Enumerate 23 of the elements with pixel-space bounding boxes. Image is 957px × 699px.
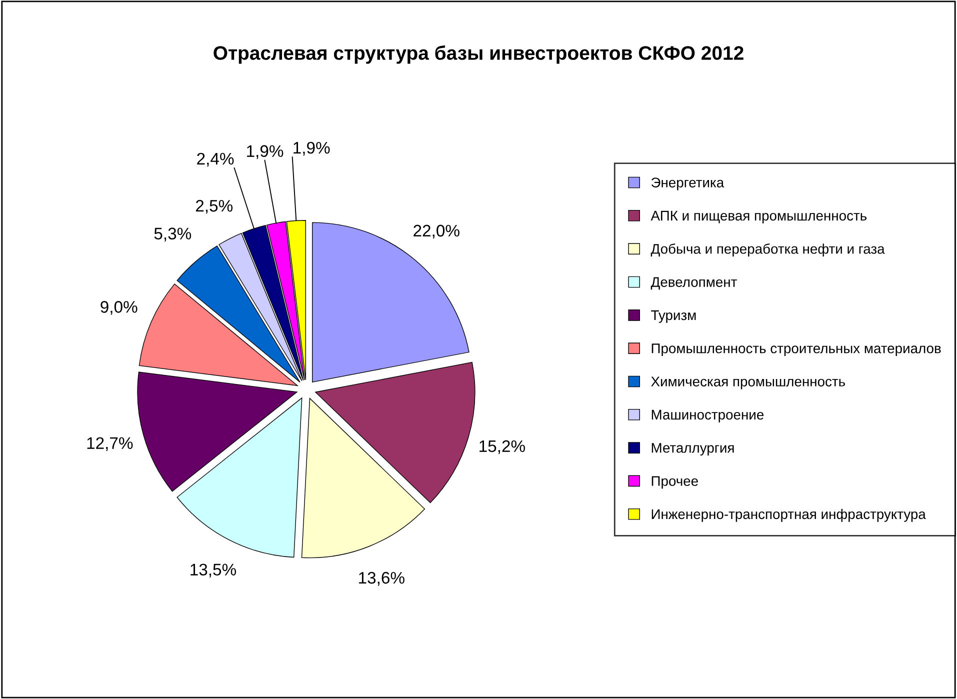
data-label: 22,0%	[414, 224, 460, 239]
legend-label: Инженерно-транспортная инфраструктура	[652, 508, 926, 522]
legend-label: Машиностроение	[652, 410, 764, 422]
legend-label: АПК и пищевая промышленность	[650, 210, 867, 224]
data-label: 13,6%	[359, 572, 404, 586]
legend-label: Девелопмент	[650, 277, 737, 290]
legend-label: Химическая промышленность	[651, 376, 845, 390]
legend-label: Туризм	[651, 310, 696, 323]
data-label: 13,5%	[190, 564, 236, 578]
legend-label: Добыча и переработка нефти и газа	[650, 243, 885, 257]
data-label: 12,7%	[87, 437, 133, 451]
data-label: 2,4%	[197, 152, 234, 167]
data-label: 1,9%	[294, 142, 330, 156]
data-label: 2,5%	[196, 200, 233, 214]
legend-label: Прочее	[652, 476, 698, 489]
chart-title: Отраслевая структура базы инвестроектов СКФО 2012	[214, 45, 744, 64]
legend-label: Металлургия	[652, 443, 734, 456]
data-label: 15,2%	[480, 440, 525, 454]
legend-label: Энергетика	[651, 178, 724, 190]
legend-label: Промышленность строительных материалов	[652, 344, 941, 356]
data-label: 5,3%	[154, 228, 192, 242]
data-label: 9,0%	[100, 301, 138, 315]
data-label: 1,9%	[247, 145, 284, 159]
